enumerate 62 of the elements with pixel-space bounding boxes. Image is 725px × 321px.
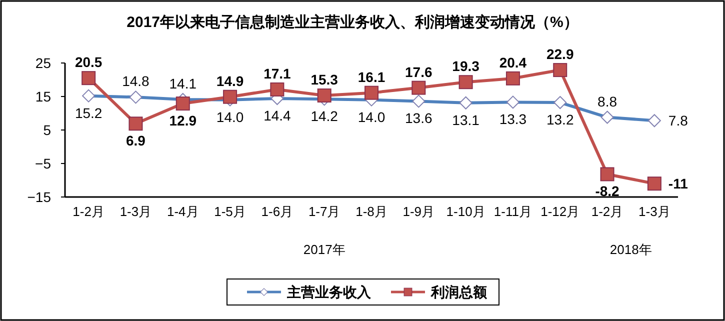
chart-title: 2017年以来电子信息制造业主营业务收入、利润增速变动情况（%） — [126, 13, 578, 31]
data-label: 20.5 — [74, 54, 102, 70]
x-tick-label: 1-4月 — [166, 204, 199, 219]
data-label: -11 — [668, 176, 688, 192]
x-tick-label: 1-5月 — [214, 204, 246, 219]
data-label: 14.8 — [122, 73, 150, 90]
x-tick-label: 1-7月 — [308, 204, 340, 219]
y-tick-label: −15 — [27, 189, 52, 205]
data-label: 14.2 — [310, 108, 338, 124]
point — [458, 75, 473, 90]
point — [270, 82, 284, 96]
point — [553, 63, 568, 78]
data-label: 15.3 — [310, 71, 338, 88]
y-tick-label: −5 — [35, 156, 52, 172]
point — [647, 176, 662, 191]
point — [317, 88, 332, 102]
data-label: 17.1 — [264, 65, 292, 82]
x-tick-label: 1-2月 — [591, 204, 624, 219]
data-label: 20.4 — [499, 54, 527, 70]
point — [412, 80, 426, 95]
x-tick-label: 1-11月 — [494, 204, 532, 219]
data-label: 14.1 — [169, 76, 197, 92]
data-label: 14.0 — [216, 108, 244, 125]
text: 2017年 — [303, 242, 346, 257]
y-tick-label: 15 — [35, 88, 52, 104]
data-label: 14.0 — [358, 108, 386, 125]
point — [600, 167, 614, 182]
point — [506, 71, 520, 86]
data-label: 14.4 — [264, 108, 292, 124]
data-label: 22.9 — [546, 46, 574, 62]
point — [128, 116, 143, 131]
data-label: 13.1 — [452, 112, 480, 128]
point — [364, 86, 378, 100]
data-label: 14.9 — [216, 72, 244, 89]
data-label: -8.2 — [595, 183, 620, 200]
point — [176, 96, 190, 111]
data-label: 19.3 — [452, 58, 480, 74]
data-label: 6.9 — [126, 132, 146, 149]
y-tick-label: 5 — [43, 122, 52, 138]
data-label: 12.9 — [169, 112, 197, 129]
legend-label: 利润总额 — [430, 284, 488, 300]
data-label: 13.3 — [499, 111, 527, 128]
legend-label: 主营业务收入 — [286, 284, 372, 300]
data-label: 13.6 — [405, 110, 432, 126]
x-tick-label: 1-3月 — [638, 204, 670, 219]
data-label: 16.1 — [358, 68, 386, 85]
x-tick-label: 1-2月 — [72, 204, 104, 219]
data-label: 8.8 — [598, 93, 618, 110]
x-tick-label: 1-12月 — [540, 204, 580, 219]
y-tick-label: 25 — [35, 55, 52, 71]
x-tick-label: 1-3月 — [120, 204, 152, 219]
x-tick-label: 1-10月 — [446, 204, 486, 219]
x-tick-label: 1-9月 — [402, 204, 435, 219]
text: 2018年 — [610, 242, 652, 257]
point — [82, 71, 96, 86]
point — [223, 90, 238, 104]
data-label: 15.2 — [74, 104, 102, 121]
x-tick-label: 1-8月 — [356, 204, 388, 219]
data-label: 17.6 — [405, 64, 432, 80]
data-label: 7.8 — [668, 112, 688, 129]
x-tick-label: 1-6月 — [261, 204, 294, 219]
data-label: 13.2 — [546, 112, 574, 128]
